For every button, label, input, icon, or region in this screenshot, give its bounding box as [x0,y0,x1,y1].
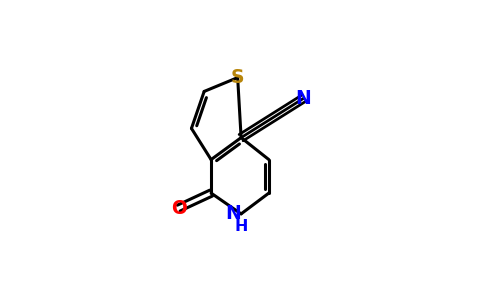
Text: H: H [234,219,248,234]
Text: S: S [231,68,244,87]
Text: N: N [296,89,311,108]
Text: N: N [226,204,241,224]
Text: O: O [171,199,187,218]
